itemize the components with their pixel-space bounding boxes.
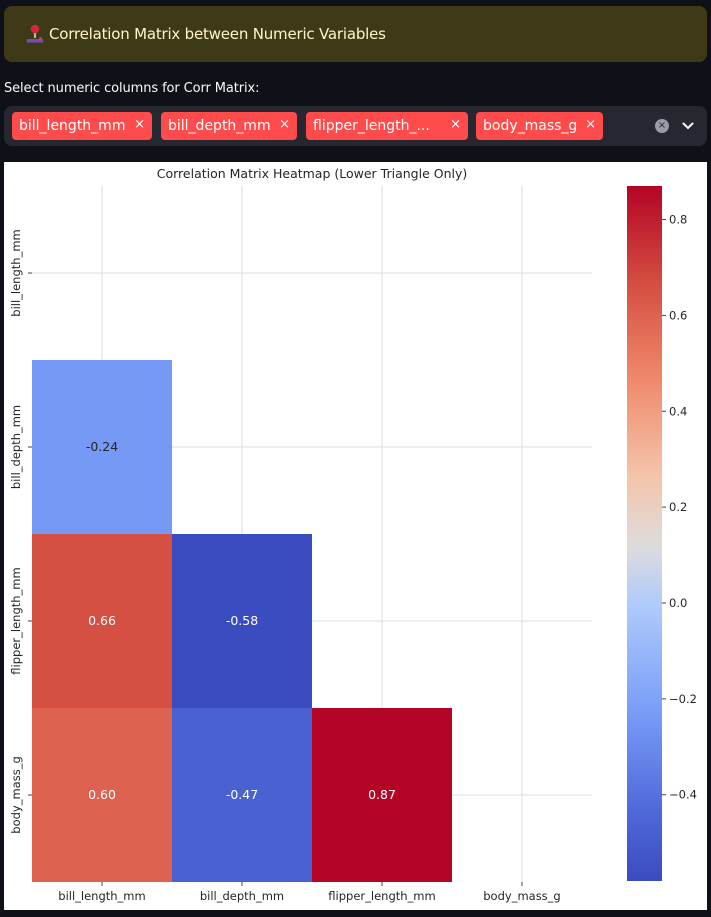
x-tick-label: bill_depth_mm	[200, 889, 284, 903]
cell-value-label: -0.58	[226, 613, 258, 628]
colorbar-tick-label: 0.8	[669, 213, 687, 227]
cell-value-label: 0.87	[368, 787, 396, 802]
x-tick-label: body_mass_g	[483, 889, 560, 903]
heatmap-cell	[32, 360, 172, 534]
colorbar-tick-label: 0.0	[669, 596, 687, 610]
joystick-icon	[24, 23, 46, 45]
column-multiselect[interactable]: bill_length_mm × bill_depth_mm × flipper…	[4, 106, 707, 146]
banner-title: Correlation Matrix between Numeric Varia…	[49, 25, 386, 43]
colorbar-tick-label: 0.6	[669, 308, 687, 322]
remove-chip-icon[interactable]: ×	[134, 117, 145, 132]
chip-label: bill_length_mm	[19, 118, 126, 134]
remove-chip-icon[interactable]: ×	[585, 117, 596, 132]
remove-chip-icon[interactable]: ×	[450, 117, 461, 132]
chip-label: body_mass_g	[483, 118, 578, 134]
colorbar-tick-label: −0.4	[669, 788, 697, 802]
x-tick-label: flipper_length_mm	[328, 889, 435, 903]
heatmap-cell	[32, 534, 172, 708]
chip-body-mass-g: body_mass_g ×	[476, 112, 603, 140]
colorbar-tick-label: 0.2	[669, 500, 687, 514]
heatmap-figure: Correlation Matrix Heatmap (Lower Triang…	[4, 162, 707, 910]
y-tick-label: bill_length_mm	[9, 229, 23, 316]
heatmap-cell	[32, 708, 172, 882]
y-tick-label: body_mass_g	[9, 756, 23, 833]
chip-label: bill_depth_mm	[168, 118, 271, 134]
heatmap-cell	[172, 534, 312, 708]
colorbar-tick-label: −0.2	[669, 692, 697, 706]
cell-value-label: 0.60	[88, 787, 116, 802]
colorbar	[627, 186, 662, 881]
chip-label: flipper_length_...	[313, 118, 430, 134]
clear-all-icon[interactable]: ×	[655, 119, 669, 133]
chevron-down-icon[interactable]	[680, 118, 696, 134]
title-banner: Correlation Matrix between Numeric Varia…	[4, 6, 707, 62]
chart-title: Correlation Matrix Heatmap (Lower Triang…	[157, 166, 468, 181]
colorbar-tick-label: 0.4	[669, 404, 687, 418]
cell-value-label: -0.24	[86, 439, 118, 454]
y-tick-label: flipper_length_mm	[9, 567, 23, 674]
correlation-heatmap: Correlation Matrix Heatmap (Lower Triang…	[9, 166, 697, 903]
chip-bill-length-mm: bill_length_mm ×	[12, 112, 152, 140]
chip-bill-depth-mm: bill_depth_mm ×	[161, 112, 297, 140]
heatmap-cell	[172, 708, 312, 882]
multiselect-label: Select numeric columns for Corr Matrix:	[4, 81, 260, 96]
x-tick-label: bill_length_mm	[58, 889, 145, 903]
remove-chip-icon[interactable]: ×	[279, 117, 290, 132]
heatmap-cell	[312, 708, 452, 882]
cell-value-label: 0.66	[88, 613, 116, 628]
chip-flipper-length-mm: flipper_length_... ×	[306, 112, 468, 140]
cell-value-label: -0.47	[226, 787, 258, 802]
y-tick-label: bill_depth_mm	[9, 405, 23, 489]
